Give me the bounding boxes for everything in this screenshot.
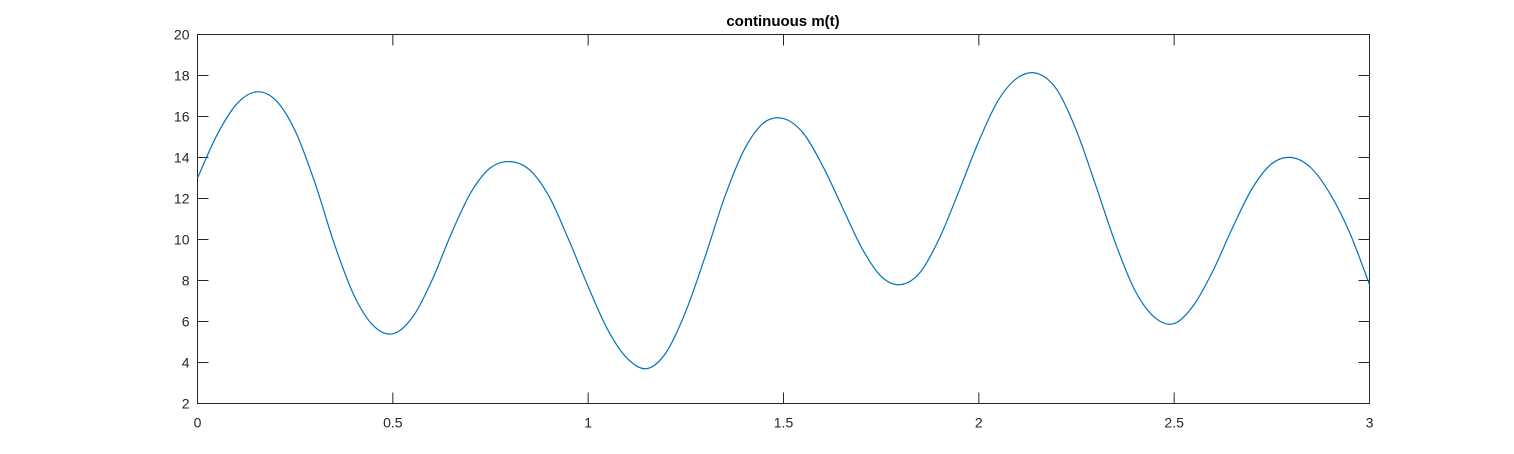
y-tick-label: 2: [182, 396, 190, 412]
ticks-layer: 0 0.5 1 1.5 2 2.5 3 2 4 6 8 10 12 14 16 18 20: [174, 27, 1374, 431]
x-tick-label: 2: [975, 415, 983, 431]
y-tick-label: 12: [174, 191, 190, 207]
series-line: [196, 72, 1371, 370]
y-tick-label: 14: [174, 150, 190, 166]
y-tick-label: 6: [182, 314, 190, 330]
y-tick-label: 10: [174, 232, 190, 248]
y-tick-label: 4: [182, 355, 190, 371]
x-tick-label: 2.5: [1164, 415, 1184, 431]
series-layer: [196, 72, 1371, 370]
x-tick-label: 3: [1366, 415, 1374, 431]
x-tick-label: 0: [194, 415, 202, 431]
x-tick-label: 0.5: [383, 415, 403, 431]
y-tick-label: 16: [174, 109, 190, 125]
plot-title: continuous m(t): [726, 13, 839, 30]
y-tick-label: 20: [174, 27, 190, 43]
x-tick-label: 1.5: [774, 415, 794, 431]
x-tick-label: 1: [584, 415, 592, 431]
y-tick-label: 8: [182, 273, 190, 289]
y-tick-label: 18: [174, 68, 190, 84]
